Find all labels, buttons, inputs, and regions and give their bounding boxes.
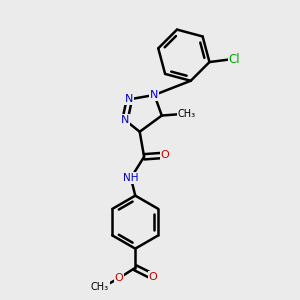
Text: N: N [125, 94, 134, 104]
Text: O: O [148, 272, 157, 282]
Text: O: O [115, 273, 124, 283]
Text: NH: NH [123, 173, 139, 183]
Text: Cl: Cl [228, 53, 240, 66]
Text: N: N [150, 90, 159, 100]
Text: CH₃: CH₃ [91, 282, 109, 292]
Text: O: O [160, 150, 169, 160]
Text: N: N [121, 115, 129, 125]
Text: CH₃: CH₃ [178, 109, 196, 119]
